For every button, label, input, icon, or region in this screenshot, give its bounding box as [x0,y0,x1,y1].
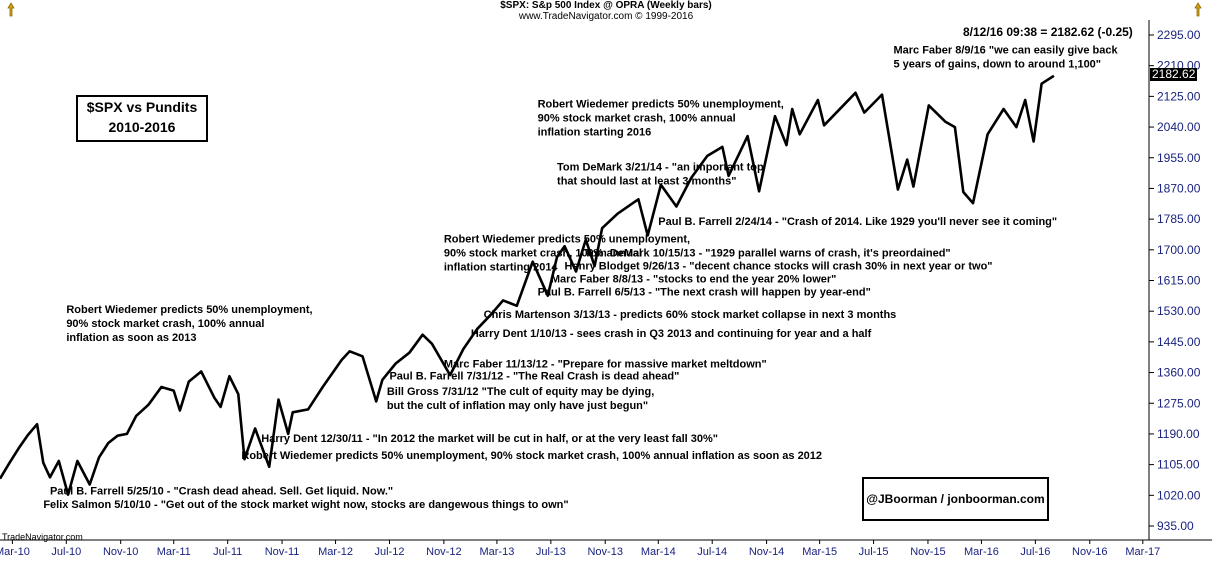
pundit-annotation: Tom DeMark 3/21/14 - "an important top th… [557,162,764,188]
y-tick-label: 1700.00 [1157,243,1201,257]
pundit-annotation: Paul B. Farrell 2/24/14 - "Crash of 2014… [658,216,1057,228]
annotation-line: Robert Wiedemer predicts 50% unemploymen… [66,304,312,316]
x-tick-label: Nov-15 [910,546,945,558]
last-price-badge: 2182.62 [1150,67,1198,81]
pundit-annotation: Paul B. Farrell 5/25/10 - "Crash dead ah… [50,486,393,498]
pundit-annotation: Harry Dent 12/30/11 - "In 2012 the marke… [261,433,718,445]
y-tick-label: 1275.00 [1157,396,1201,410]
y-tick-label: 1190.00 [1157,427,1200,441]
y-tick-label: 1870.00 [1157,181,1201,195]
annotation-line: Robert Wiedemer predicts 50% unemploymen… [444,234,690,246]
annotation-line: Paul B. Farrell 7/31/12 - "The Real Cras… [389,370,679,382]
pundit-annotation: Robert Wiedemer predicts 50% unemploymen… [444,234,690,274]
annotation-line: but the cult of inflation may only have … [387,400,648,412]
pundit-annotation: Henry Blodget 9/26/13 - "decent chance s… [565,261,993,273]
y-tick-label: 2040.00 [1157,120,1201,134]
pundit-annotation: Tom DeMark 10/15/13 - "1929 parallel war… [584,247,950,259]
footer-source: TradeNavigator.com [2,532,83,542]
y-tick-label: 1445.00 [1157,335,1201,349]
annotation-line: Chris Martenson 3/13/13 - predicts 60% s… [484,309,897,321]
y-tick-label: 1530.00 [1157,304,1201,318]
trade-navigator-logo-right-icon [1194,2,1202,17]
x-tick-label: Mar-15 [802,546,837,558]
pundit-annotation: Robert Wiedemer predicts 50% unemploymen… [538,99,784,139]
pundit-annotation: Paul B. Farrell 7/31/12 - "The Real Cras… [389,370,679,382]
y-tick-label: 1955.00 [1157,151,1201,165]
x-tick-label: Mar-12 [318,546,353,558]
annotation-line: Robert Wiedemer predicts 50% unemploymen… [241,450,822,462]
x-tick-label: Mar-10 [0,546,30,558]
y-tick-label: 1615.00 [1157,274,1201,288]
x-tick-label: Nov-16 [1072,546,1107,558]
credit-box: @JBoorman / jonboorman.com [862,477,1049,521]
annotation-line: that should last at least 3 months" [557,176,736,188]
pundit-annotation: Marc Faber 8/9/16 "we can easily give ba… [893,44,1118,70]
annotation-line: Marc Faber 8/9/16 "we can easily give ba… [893,44,1118,56]
x-tick-label: Mar-17 [1125,546,1160,558]
y-tick-label: 2125.00 [1157,89,1201,103]
chart-subtitle: 2010-2016 [108,119,176,135]
x-tick-label: Nov-10 [103,546,138,558]
chart-header: $SPX: S&p 500 Index @ OPRA (Weekly bars)… [0,0,1212,22]
y-tick-label: 1020.00 [1157,488,1201,502]
header-title: $SPX: S&p 500 Index @ OPRA (Weekly bars) [500,0,712,11]
pundit-annotation: Robert Wiedemer predicts 50% unemploymen… [241,450,822,462]
annotation-line: Felix Salmon 5/10/10 - "Get out of the s… [43,499,568,511]
x-tick-label: Mar-13 [479,546,514,558]
x-tick-label: Jul-10 [51,546,81,558]
pundit-annotation: Chris Martenson 3/13/13 - predicts 60% s… [484,309,897,321]
x-tick-label: Jul-11 [213,546,242,558]
x-tick-label: Nov-14 [749,546,784,558]
annotation-line: Paul B. Farrell 6/5/13 - "The next crash… [538,287,871,299]
x-tick-label: Nov-13 [587,546,622,558]
annotation-line: Paul B. Farrell 2/24/14 - "Crash of 2014… [658,216,1057,228]
annotation-line: inflation starting 2016 [538,127,652,139]
x-tick-label: Mar-14 [641,546,676,558]
annotation-line: 90% stock market crash, 100% annual [66,318,264,330]
pundit-annotation: Paul B. Farrell 6/5/13 - "The next crash… [538,287,871,299]
y-tick-label: 1105.00 [1157,458,1200,472]
quote-readout: 8/12/16 09:38 = 2182.62 (-0.25) [963,25,1133,39]
x-tick-label: Mar-11 [157,546,191,558]
pundit-annotation: Harry Dent 1/10/13 - sees crash in Q3 20… [471,328,872,340]
x-tick-label: Nov-11 [265,546,300,558]
annotation-line: Paul B. Farrell 5/25/10 - "Crash dead ah… [50,486,393,498]
annotation-line: Marc Faber 8/8/13 - "stocks to end the y… [551,274,837,286]
chart-title: $SPX vs Pundits [86,99,198,115]
y-tick-label: 2295.00 [1157,28,1201,42]
x-tick-label: Mar-16 [964,546,999,558]
annotation-line: Harry Dent 12/30/11 - "In 2012 the marke… [261,433,718,445]
y-tick-label: 1360.00 [1157,366,1201,380]
annotation-line: inflation starting 2014 [444,262,559,274]
pundit-annotation: Marc Faber 8/8/13 - "stocks to end the y… [551,274,837,286]
annotation-line: Marc Faber 11/13/12 - "Prepare for massi… [444,359,767,371]
x-tick-label: Jul-13 [536,546,566,558]
annotation-line: Tom DeMark 10/15/13 - "1929 parallel war… [584,247,950,259]
annotation-line: 90% stock market crash, 100% annual [538,113,736,125]
annotation-line: inflation as soon as 2013 [66,332,196,344]
pundit-annotation: Robert Wiedemer predicts 50% unemploymen… [66,304,312,344]
x-tick-label: Jul-12 [374,546,404,558]
annotation-line: Robert Wiedemer predicts 50% unemploymen… [538,99,784,111]
annotation-line: 90% stock market crash, 100% annual [444,248,642,260]
chart-title-box: $SPX vs Pundits 2010-2016 [76,95,208,142]
x-tick-label: Jul-14 [697,546,727,558]
x-tick-label: Jul-16 [1020,546,1050,558]
header-copyright: www.TradeNavigator.com © 1999-2016 [518,11,694,22]
x-tick-label: Nov-12 [426,546,461,558]
spx-price-line [0,74,1055,496]
annotation-line: Tom DeMark 3/21/14 - "an important top [557,162,764,174]
annotation-line: Henry Blodget 9/26/13 - "decent chance s… [565,261,993,273]
pundit-annotation: Bill Gross 7/31/12 "The cult of equity m… [387,386,654,412]
annotation-line: Bill Gross 7/31/12 "The cult of equity m… [387,386,654,398]
annotation-line: 5 years of gains, down to around 1,100" [893,58,1101,70]
y-tick-label: 1785.00 [1157,212,1201,226]
pundit-annotation: Felix Salmon 5/10/10 - "Get out of the s… [43,499,568,511]
x-tick-label: Jul-15 [859,546,889,558]
annotation-line: Harry Dent 1/10/13 - sees crash in Q3 20… [471,328,872,340]
y-tick-label: 935.00 [1157,519,1194,533]
trade-navigator-logo-icon [7,2,15,17]
pundit-annotation: Marc Faber 11/13/12 - "Prepare for massi… [444,359,767,371]
